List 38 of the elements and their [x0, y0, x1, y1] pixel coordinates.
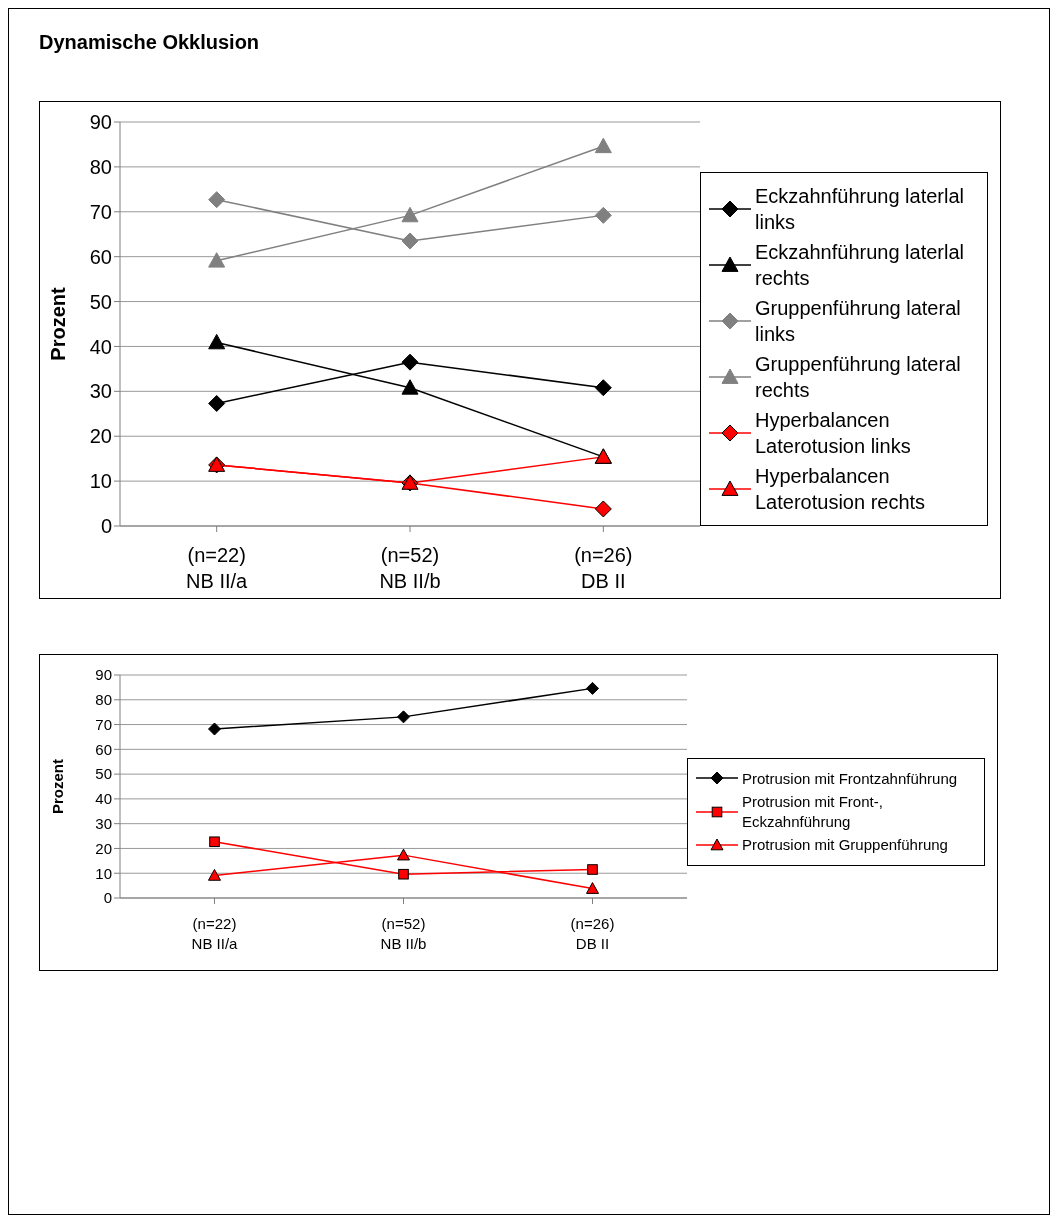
x-tick-label: (n=22) NB II/a [191, 915, 239, 952]
y-tick-label: 80 [95, 691, 112, 709]
y-tick-label: 70 [89, 200, 112, 223]
y-tick-label: 40 [95, 790, 112, 808]
legend-label: Protrusion mit Frontzahnführung [742, 768, 958, 788]
legend-label: Hyperbalancen Laterotusion rechts [755, 464, 927, 515]
y-tick-label: 0 [103, 889, 112, 907]
y-tick-label: 60 [89, 245, 112, 268]
legend-label: Protrusion mit Front-, Eckzahnführung [742, 792, 884, 831]
y-tick-label: 90 [95, 666, 112, 684]
y-tick-label: 0 [100, 515, 112, 538]
y-tick-label: 80 [89, 155, 112, 178]
legend-label: Eckzahnführung laterlal links [755, 184, 965, 235]
legend-label: Hyperbalancen Laterotusion links [755, 408, 912, 459]
y-tick-label: 30 [95, 814, 112, 832]
y-tick-label: 20 [95, 839, 112, 857]
x-tick-label: (n=52) NB II/b [380, 915, 427, 952]
legend-label: Gruppenführung lateral rechts [755, 352, 962, 403]
y-axis-title: Prozent [47, 286, 70, 361]
y-tick-label: 40 [89, 335, 112, 358]
x-tick-label: (n=26) DB II [570, 915, 615, 952]
y-axis-title: Prozent [49, 758, 67, 815]
legend-label: Protrusion mit Gruppenführung [742, 835, 948, 855]
x-tick-label: (n=22) NB II/a [186, 544, 249, 592]
y-tick-label: 90 [89, 111, 112, 134]
x-tick-label: (n=52) NB II/b [379, 544, 441, 592]
y-tick-label: 20 [89, 425, 112, 448]
y-tick-label: 10 [89, 470, 112, 493]
y-tick-label: 50 [89, 290, 112, 313]
x-tick-label: (n=26) DB II [574, 544, 633, 592]
y-tick-label: 70 [95, 715, 112, 733]
y-tick-label: 60 [95, 740, 112, 758]
y-tick-label: 10 [95, 864, 112, 882]
legend-label: Eckzahnführung laterlal rechts [755, 240, 965, 291]
y-tick-label: 50 [95, 765, 112, 783]
legend-label: Gruppenführung lateral links [755, 296, 962, 347]
chart-title: Dynamische Okklusion [39, 31, 261, 54]
y-tick-label: 30 [89, 380, 112, 403]
